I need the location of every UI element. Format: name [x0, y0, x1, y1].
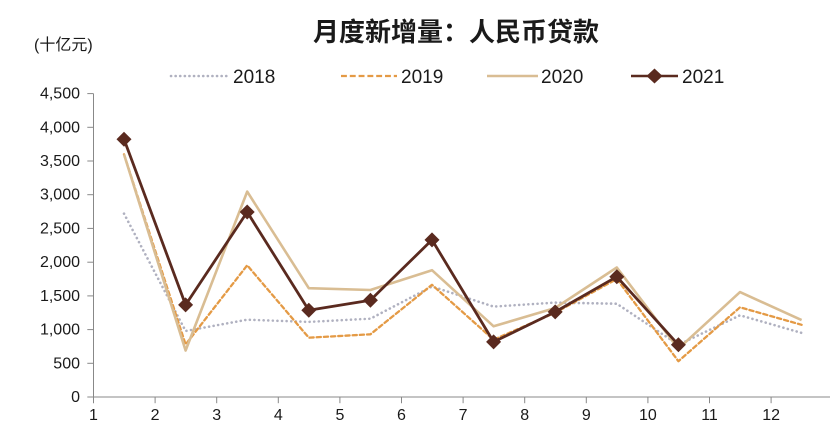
svg-text:3,500: 3,500	[40, 153, 80, 170]
svg-text:0: 0	[71, 389, 80, 406]
svg-text:8: 8	[520, 407, 529, 424]
svg-text:6: 6	[397, 407, 406, 424]
svg-text:2019: 2019	[401, 67, 443, 88]
svg-text:5: 5	[335, 407, 344, 424]
svg-text:7: 7	[459, 407, 468, 424]
svg-text:1: 1	[89, 407, 98, 424]
svg-text:11: 11	[701, 407, 718, 424]
svg-text:10: 10	[639, 407, 657, 424]
svg-text:2,500: 2,500	[40, 220, 80, 237]
svg-text:12: 12	[762, 407, 780, 424]
svg-text:2018: 2018	[233, 67, 275, 88]
svg-text:4,500: 4,500	[40, 86, 80, 103]
svg-text:4,000: 4,000	[40, 119, 80, 136]
svg-text:(十亿元): (十亿元)	[34, 36, 93, 54]
svg-text:2020: 2020	[541, 67, 583, 88]
svg-text:月度新增量：人民币贷款: 月度新增量：人民币贷款	[313, 17, 599, 47]
svg-text:500: 500	[53, 355, 80, 372]
svg-text:9: 9	[582, 407, 591, 424]
svg-text:3,000: 3,000	[40, 187, 80, 204]
svg-text:1,000: 1,000	[40, 322, 80, 339]
svg-text:2,000: 2,000	[40, 254, 80, 271]
svg-text:1,500: 1,500	[40, 288, 80, 305]
svg-text:4: 4	[274, 407, 283, 424]
svg-text:2: 2	[151, 407, 160, 424]
svg-text:2021: 2021	[682, 67, 724, 88]
svg-text:3: 3	[212, 407, 221, 424]
